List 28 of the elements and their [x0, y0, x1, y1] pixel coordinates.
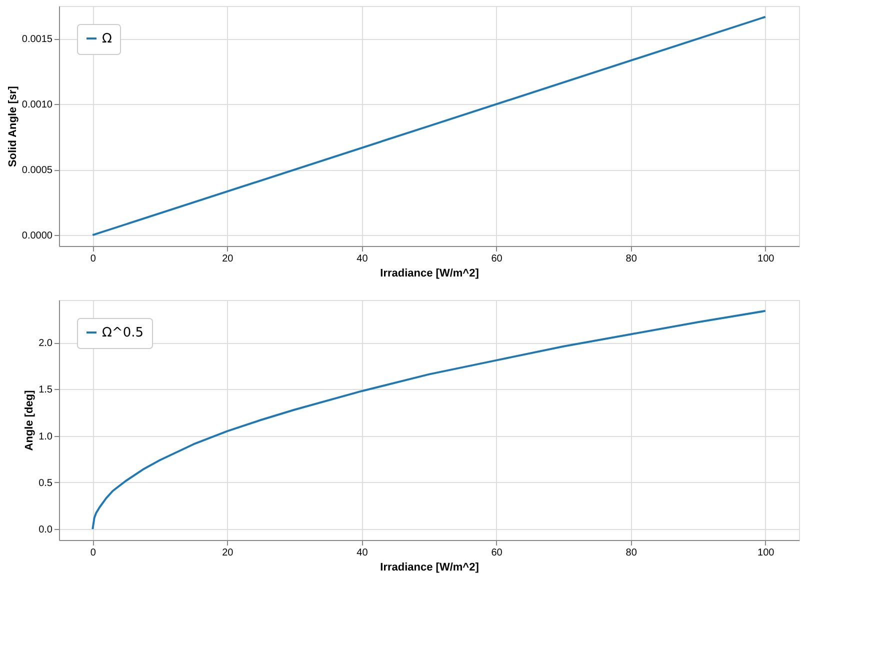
- y-tick-label: 0.0000: [22, 230, 53, 242]
- x-tick-label: 0: [90, 254, 96, 264]
- x-axis-title: Irradiance [W/m^2]: [380, 268, 480, 280]
- x-tick-label: 60: [491, 548, 503, 558]
- x-tick-label: 80: [626, 548, 638, 558]
- x-tick-label: 100: [758, 548, 775, 558]
- y-tick-label: 0.0005: [22, 165, 53, 176]
- y-axis-title: Solid Angle [sr]: [6, 86, 19, 167]
- x-tick-label: 20: [222, 548, 234, 558]
- y-tick-label: 0.0: [38, 524, 53, 536]
- legend-label: Ω^0.5: [102, 326, 144, 340]
- x-tick-label: 40: [356, 254, 368, 264]
- line-series: [92, 310, 766, 530]
- y-tick-label: 1.5: [38, 384, 53, 396]
- x-tick-label: 0: [90, 548, 96, 558]
- y-axis-title: Angle [deg]: [24, 390, 36, 451]
- x-tick-label: 80: [626, 254, 638, 264]
- x-tick-label: 60: [491, 254, 503, 264]
- y-tick-label: 1.0: [38, 431, 53, 442]
- legend-label: Ω: [102, 32, 112, 46]
- x-tick-label: 40: [356, 548, 368, 558]
- y-tick-label: 0.0010: [22, 100, 53, 111]
- x-axis-title: Irradiance [W/m^2]: [380, 562, 480, 574]
- y-tick-label: 0.5: [38, 478, 53, 489]
- x-tick-label: 100: [758, 254, 775, 264]
- y-tick-label: 2.0: [38, 338, 53, 350]
- y-tick-label: 0.0015: [22, 34, 53, 46]
- x-tick-label: 20: [222, 254, 234, 264]
